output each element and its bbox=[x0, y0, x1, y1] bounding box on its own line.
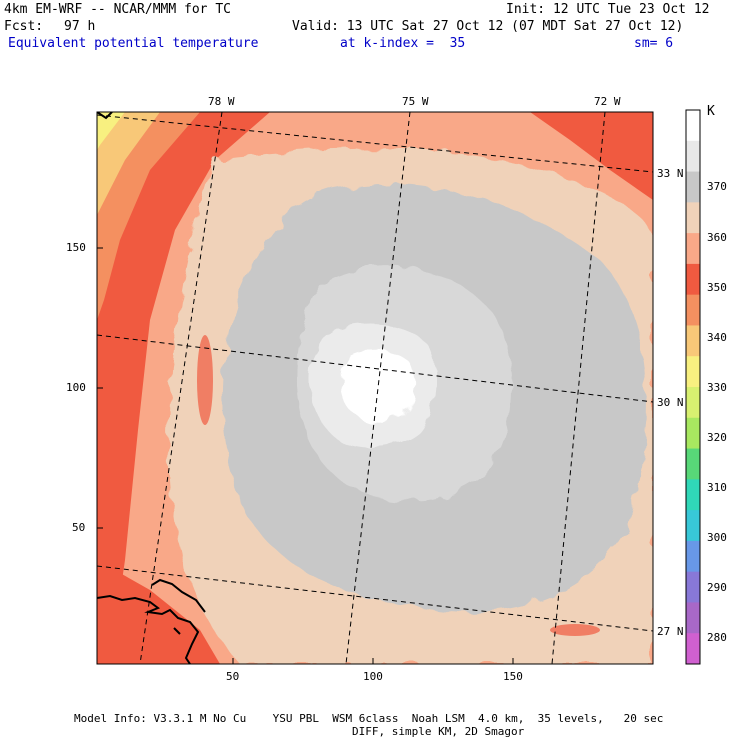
smoothing-value: sm= 6 bbox=[634, 36, 674, 51]
colorbar-swatch bbox=[686, 571, 700, 603]
colorbar-swatch bbox=[686, 294, 700, 326]
colorbar-swatch bbox=[686, 540, 700, 573]
y-tick-label: 150 bbox=[66, 241, 86, 254]
colorbar-swatch bbox=[686, 417, 700, 450]
colorbar-swatch bbox=[686, 633, 700, 665]
colorbar-swatch bbox=[686, 356, 700, 388]
model-info: Model Info: V3.3.1 M No Cu YSU PBL WSM 6… bbox=[74, 712, 664, 725]
field-band-eye bbox=[341, 349, 417, 422]
colorbar-label: 320 bbox=[707, 431, 727, 444]
colorbar-swatch bbox=[686, 479, 700, 511]
field-band-yellow bbox=[97, 112, 125, 150]
forecast-label: Fcst: bbox=[4, 19, 44, 34]
latitude-label: 30 N bbox=[657, 396, 684, 409]
y-tick-label: 100 bbox=[66, 381, 86, 394]
colorbar-swatch bbox=[686, 510, 700, 542]
field-patch-lower-left bbox=[97, 560, 220, 664]
colorbar-label: 360 bbox=[707, 231, 727, 244]
valid-time: Valid: 13 UTC Sat 27 Oct 12 (07 MDT Sat … bbox=[292, 19, 684, 34]
colorbar bbox=[685, 109, 701, 665]
colorbar-label: 280 bbox=[707, 631, 727, 644]
x-tick-label: 150 bbox=[503, 670, 523, 683]
forecast-hours: 97 h bbox=[64, 19, 96, 34]
y-tick-label: 50 bbox=[72, 521, 86, 534]
colorbar-swatch bbox=[686, 448, 700, 480]
x-tick-label: 50 bbox=[226, 670, 240, 683]
colorbar-swatch bbox=[686, 202, 700, 234]
colorbar-frame bbox=[685, 109, 701, 665]
colorbar-label: 370 bbox=[707, 180, 727, 193]
colorbar-label: 350 bbox=[707, 281, 727, 294]
level-index: at k-index = 35 bbox=[340, 36, 466, 51]
coastline bbox=[97, 112, 206, 664]
colorbar-swatch bbox=[686, 233, 700, 265]
colorbar-label: 300 bbox=[707, 531, 727, 544]
latitude-label: 33 N bbox=[657, 167, 684, 180]
y-axis-ticks bbox=[97, 247, 103, 529]
colorbar-swatch bbox=[686, 110, 700, 142]
colorbar-swatch bbox=[686, 325, 700, 357]
colorbar-label: 340 bbox=[707, 331, 727, 344]
longitude-label: 75 W bbox=[402, 95, 429, 108]
colorbar-swatch bbox=[686, 171, 700, 203]
colorbar-label: 330 bbox=[707, 381, 727, 394]
colorbar-swatch bbox=[686, 387, 700, 419]
field-band-amber bbox=[97, 112, 160, 215]
field-streak bbox=[550, 624, 600, 636]
init-time: Init: 12 UTC Tue 23 Oct 12 bbox=[506, 2, 710, 17]
x-tick-label: 100 bbox=[363, 670, 383, 683]
colorbar-swatch bbox=[686, 263, 700, 296]
colorbar-unit: K bbox=[707, 104, 715, 119]
field-streak bbox=[197, 335, 213, 425]
longitude-label: 78 W bbox=[208, 95, 235, 108]
model-info-diff: DIFF, simple KM, 2D Smagor bbox=[352, 725, 525, 738]
colorbar-swatch bbox=[686, 602, 700, 634]
field-band-330 bbox=[97, 112, 270, 664]
colorbar-label: 310 bbox=[707, 481, 727, 494]
latlon-grid bbox=[97, 112, 653, 664]
colorbar-swatch bbox=[686, 140, 700, 173]
colorbar-label: 290 bbox=[707, 581, 727, 594]
longitude-label: 72 W bbox=[594, 95, 621, 108]
field-name: Equivalent potential temperature bbox=[8, 36, 259, 51]
model-title: 4km EM-WRF -- NCAR/MMM for TC bbox=[4, 2, 231, 17]
field-patch-upper-right bbox=[530, 112, 653, 200]
latitude-label: 27 N bbox=[657, 625, 684, 638]
x-axis-ticks bbox=[232, 658, 514, 664]
